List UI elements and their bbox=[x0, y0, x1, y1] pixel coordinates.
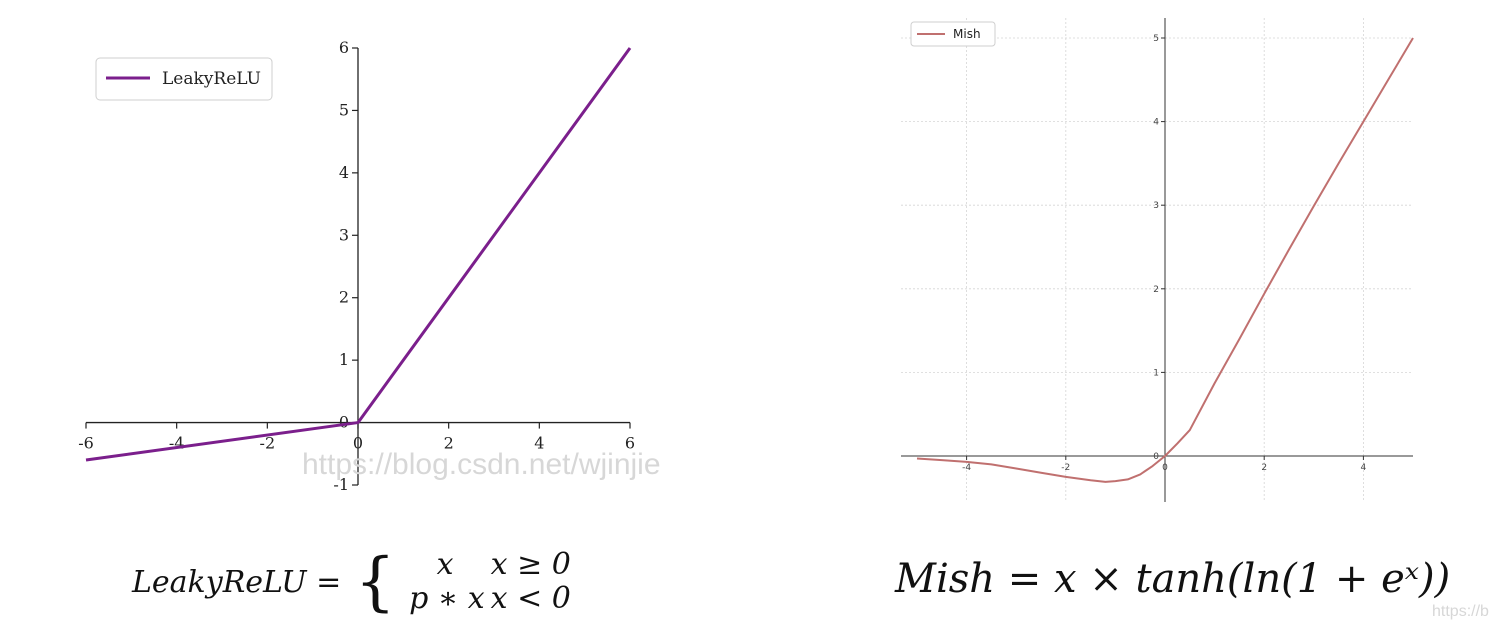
y-tick-label: 4 bbox=[1153, 118, 1159, 128]
formula-case-expr: p ∗ x bbox=[409, 581, 485, 616]
formula-cases: x x ≥ 0 p ∗ x x < 0 bbox=[409, 548, 571, 616]
x-tick-label: 0 bbox=[353, 434, 363, 453]
y-tick-label: 5 bbox=[1153, 34, 1159, 44]
y-tick-label: 1 bbox=[1153, 368, 1159, 378]
x-tick-label: -4 bbox=[962, 463, 971, 473]
x-tick-label: 0 bbox=[1162, 463, 1168, 473]
x-tick-label: -6 bbox=[78, 434, 94, 453]
y-tick-label: 0 bbox=[1153, 452, 1159, 462]
formula-case-cond: x < 0 bbox=[490, 581, 571, 616]
x-tick-label: -2 bbox=[1061, 463, 1070, 473]
mish-series-line bbox=[916, 37, 1414, 483]
watermark: https://blog.csdn.net/wjinjie bbox=[302, 448, 661, 481]
leakyrelu-formula-lhs: LeakyReLU = bbox=[132, 564, 342, 600]
x-tick-label: -2 bbox=[260, 434, 276, 453]
x-tick-label: 2 bbox=[444, 434, 454, 453]
x-tick-label: 4 bbox=[534, 434, 544, 453]
y-tick-label: 0 bbox=[339, 413, 349, 432]
x-tick-label: 2 bbox=[1261, 463, 1267, 473]
formula-case-expr: x bbox=[436, 547, 454, 582]
formula-case-row: x x ≥ 0 bbox=[409, 548, 571, 582]
y-tick-label: 3 bbox=[339, 225, 349, 244]
y-tick-label: 4 bbox=[339, 163, 349, 182]
x-tick-label: 6 bbox=[625, 434, 635, 453]
legend-label: Mish bbox=[953, 27, 981, 41]
mish-chart: -4 -2 0 2 4 0 1 2 3 4 5 Mish bbox=[749, 0, 1498, 642]
leakyrelu-series-line bbox=[85, 47, 632, 462]
y-tick-label: 1 bbox=[339, 350, 349, 369]
y-tick-label: 2 bbox=[1153, 285, 1159, 295]
mish-formula: Mish = x × tanh(ln(1 + eˣ)) bbox=[895, 556, 1451, 602]
legend-box bbox=[910, 21, 996, 47]
legend-box bbox=[95, 57, 273, 101]
y-tick-label: 5 bbox=[339, 100, 349, 119]
mish-plot: -4 -2 0 2 4 0 1 2 3 4 5 Mish bbox=[901, 18, 1414, 502]
formula-brace: { bbox=[354, 545, 396, 619]
y-tick-label: 6 bbox=[339, 38, 349, 57]
watermark: https://b bbox=[1432, 603, 1489, 620]
leakyrelu-formula: LeakyReLU = { x x ≥ 0 p ∗ x x < 0 bbox=[132, 548, 571, 616]
y-tick-label: 3 bbox=[1153, 201, 1159, 211]
formula-case-row: p ∗ x x < 0 bbox=[409, 582, 571, 616]
legend-label: LeakyReLU bbox=[162, 69, 261, 89]
y-tick-label: 2 bbox=[339, 288, 349, 307]
leakyrelu-chart: -6 -4 -2 0 2 4 6 -1 0 1 2 3 4 5 6 LeakyReLU bbox=[78, 38, 635, 494]
y-tick-label: -1 bbox=[333, 475, 349, 494]
x-tick-label: 4 bbox=[1361, 463, 1367, 473]
formula-case-cond: x ≥ 0 bbox=[490, 547, 571, 582]
